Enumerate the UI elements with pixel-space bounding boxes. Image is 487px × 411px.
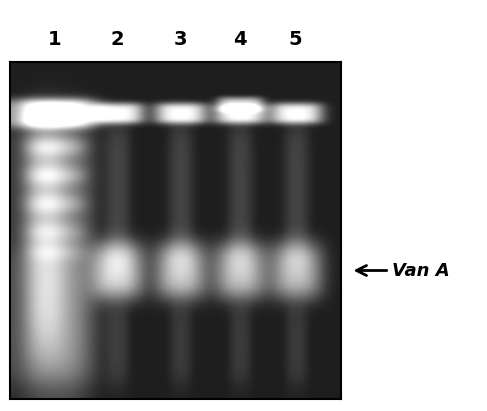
Text: 3: 3 <box>173 30 187 49</box>
Text: Van A: Van A <box>392 261 450 279</box>
Text: 1: 1 <box>48 30 62 49</box>
Text: 4: 4 <box>233 30 246 49</box>
Text: 2: 2 <box>111 30 124 49</box>
Text: 5: 5 <box>289 30 302 49</box>
